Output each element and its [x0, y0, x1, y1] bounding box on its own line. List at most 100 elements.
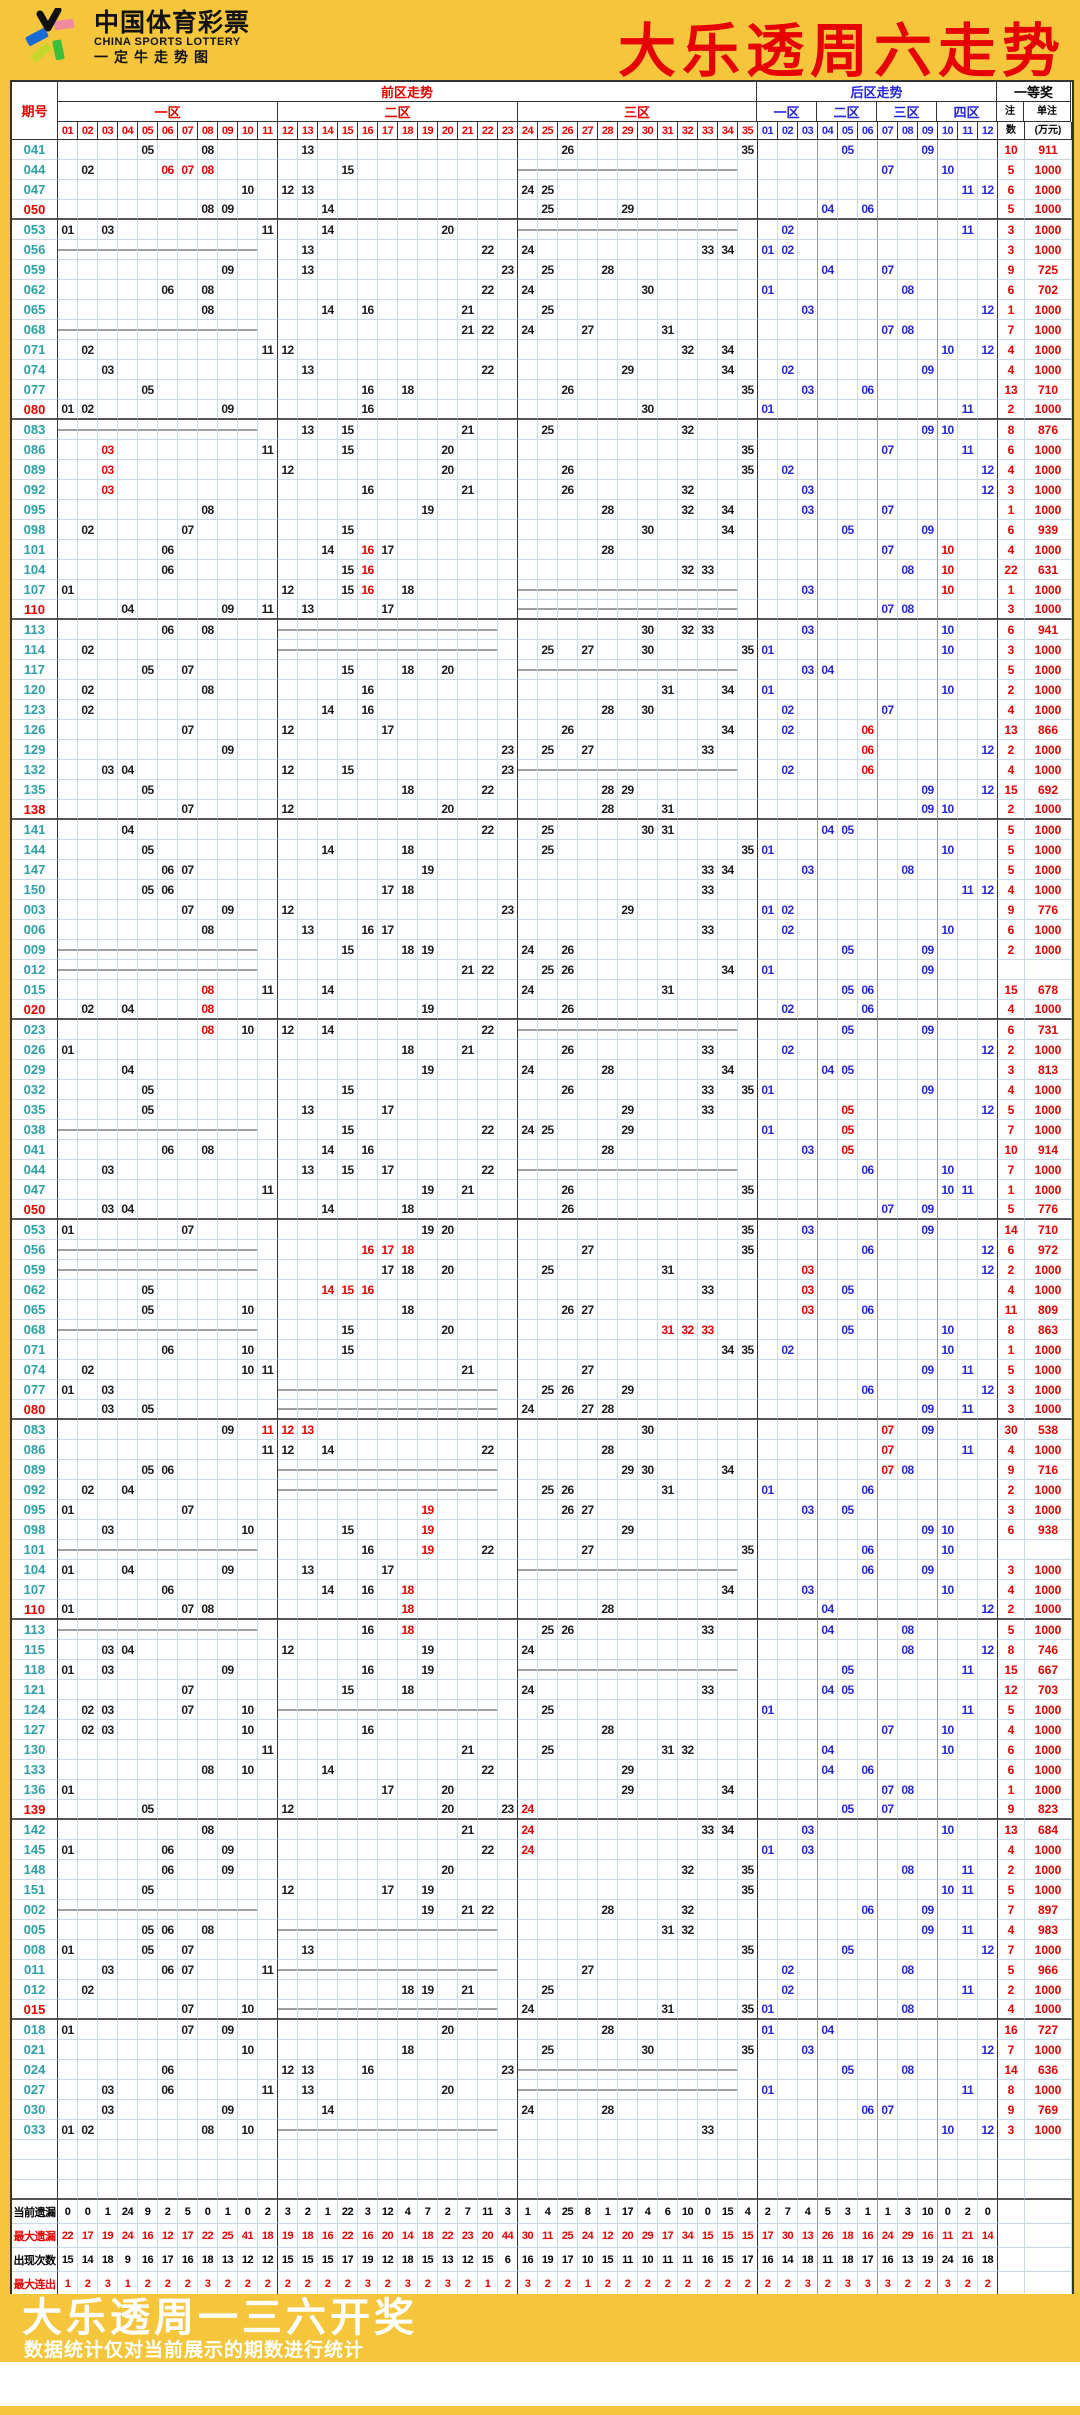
number-cell [738, 1160, 758, 1180]
number-cell [238, 480, 258, 500]
number-cell [838, 880, 858, 900]
period-cell: 104 [12, 1560, 58, 1580]
number-cell [338, 2040, 358, 2060]
number-cell [558, 640, 578, 660]
number-cell [598, 480, 618, 500]
number-cell [878, 140, 898, 160]
number-cell [918, 1620, 938, 1640]
number-cell: 06 [158, 1840, 178, 1860]
number-cell [78, 1640, 98, 1660]
number-cell [318, 1380, 338, 1400]
number-cell [278, 2020, 298, 2040]
number-cell: 07 [878, 1200, 898, 1220]
number-cell [358, 800, 378, 820]
number-cell: 13 [298, 1940, 318, 1960]
number-cell [398, 1720, 418, 1740]
number-cell [458, 1540, 478, 1560]
number-cell [418, 1600, 438, 1620]
number-cell [818, 1160, 838, 1180]
period-cell: 083 [12, 420, 58, 440]
number-cell [198, 2000, 218, 2020]
number-cell [98, 340, 118, 360]
front-col-header: 11 [258, 122, 278, 140]
number-cell [918, 1600, 938, 1620]
number-cell [218, 1360, 238, 1380]
number-cell [678, 1000, 698, 1020]
number-cell [838, 540, 858, 560]
prize-amount-cell: 1000 [1025, 1760, 1072, 1780]
number-cell [498, 1700, 518, 1720]
number-cell [218, 1780, 238, 1800]
number-cell [678, 440, 698, 460]
number-cell [658, 1620, 678, 1640]
number-cell [878, 420, 898, 440]
number-cell: 21 [458, 1820, 478, 1840]
number-cell [898, 1540, 918, 1560]
number-cell [938, 940, 958, 960]
trend-row: 113 06 08 30 32 33 03 10 6 941 [12, 620, 1072, 640]
number-cell [298, 1580, 318, 1600]
number-cell [638, 600, 658, 620]
number-cell [338, 1700, 358, 1720]
number-cell [458, 1600, 478, 1620]
number-cell [558, 340, 578, 360]
trend-row: 144 05 14 18 25 35 01 10 5 1000 [12, 840, 1072, 860]
number-cell [578, 1420, 598, 1440]
number-cell [238, 820, 258, 840]
number-cell: 26 [558, 1040, 578, 1060]
number-cell [698, 1920, 718, 1940]
number-cell [558, 540, 578, 560]
number-cell: 09 [218, 1840, 238, 1860]
number-cell: 34 [718, 1820, 738, 1840]
number-cell [798, 1420, 818, 1440]
number-cell [818, 1260, 838, 1280]
prize-amount-cell: 983 [1025, 1920, 1072, 1940]
number-cell [518, 140, 538, 160]
number-cell [338, 1060, 358, 1080]
number-cell [178, 1820, 198, 1840]
number-cell [978, 700, 998, 720]
number-cell [558, 400, 578, 420]
number-cell [298, 1820, 318, 1840]
number-cell [138, 1620, 158, 1640]
number-cell [278, 240, 298, 260]
trend-row: 124 02 03 07 10 25 01 11 5 1000 [12, 1700, 1072, 1720]
number-cell [98, 1240, 118, 1260]
number-cell [858, 1500, 878, 1520]
number-cell: 07 [178, 1220, 198, 1240]
number-cell [498, 1500, 518, 1520]
number-cell: 07 [878, 260, 898, 280]
number-cell [278, 500, 298, 520]
number-cell [78, 620, 98, 640]
number-cell [958, 1080, 978, 1100]
number-cell: 28 [598, 1440, 618, 1460]
number-cell: 12 [278, 1420, 298, 1440]
number-cell [158, 1880, 178, 1900]
number-cell [438, 1760, 458, 1780]
number-cell [258, 500, 278, 520]
number-cell [78, 1320, 98, 1340]
number-cell [678, 1020, 698, 1040]
number-cell [218, 180, 238, 200]
number-cell: 25 [538, 1480, 558, 1500]
number-cell [538, 320, 558, 340]
number-cell [838, 1160, 858, 1180]
number-cell [338, 1460, 358, 1480]
number-cell [258, 1380, 278, 1400]
number-cell: 18 [398, 1200, 418, 1220]
number-cell [818, 1720, 838, 1740]
number-cell [978, 1220, 998, 1240]
number-cell [138, 1000, 158, 1020]
number-cell [518, 1380, 538, 1400]
number-cell: 35 [738, 1940, 758, 1960]
prize-amount-cell: 1000 [1025, 1980, 1072, 2000]
number-cell: 01 [58, 1600, 78, 1620]
number-cell [78, 1620, 98, 1640]
number-cell [458, 1520, 478, 1540]
number-cell [718, 1300, 738, 1320]
number-cell [78, 1040, 98, 1060]
number-cell [278, 1200, 298, 1220]
number-cell [938, 1560, 958, 1580]
number-cell [598, 920, 618, 940]
number-cell [178, 880, 198, 900]
